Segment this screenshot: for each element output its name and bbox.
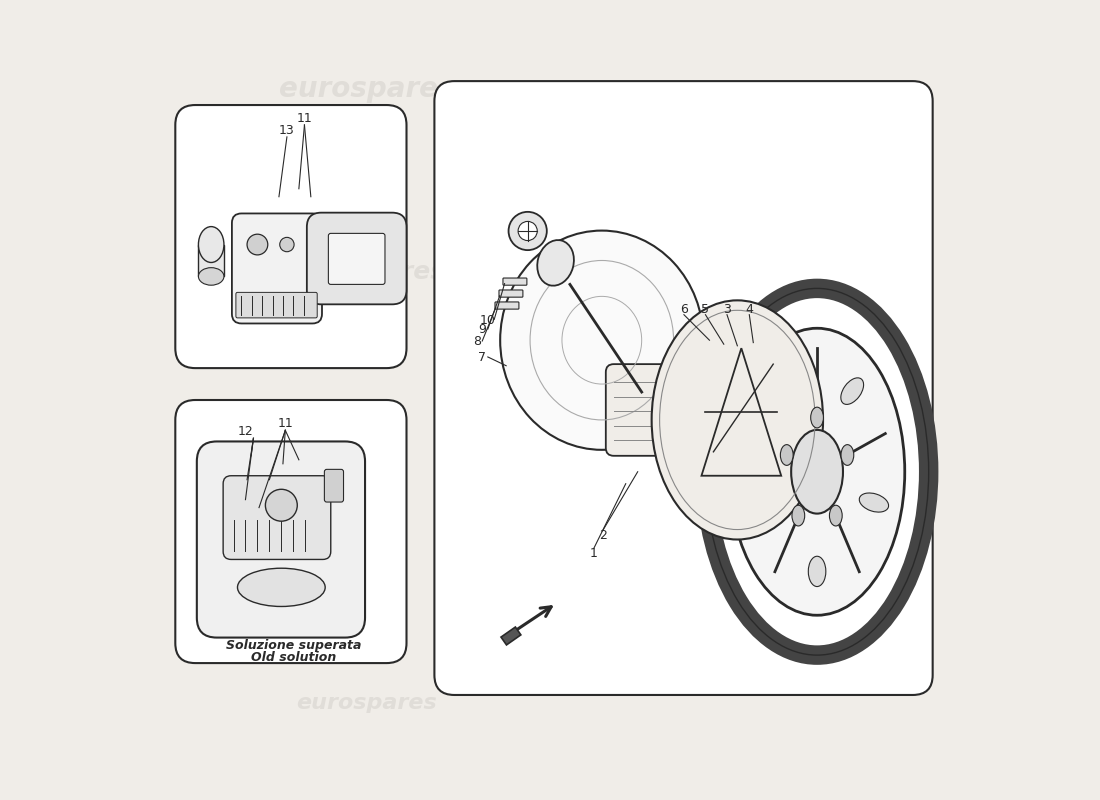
Text: 13: 13 [279,124,295,137]
Ellipse shape [829,506,843,526]
Text: 7: 7 [478,351,486,364]
Bar [500,627,521,645]
Ellipse shape [198,226,224,262]
Ellipse shape [651,300,823,539]
FancyBboxPatch shape [495,302,519,309]
Text: Soluzione superata: Soluzione superata [226,639,361,652]
FancyBboxPatch shape [307,213,407,304]
Ellipse shape [859,493,889,512]
Text: eurospares: eurospares [296,693,437,713]
FancyBboxPatch shape [235,292,317,318]
FancyBboxPatch shape [175,105,407,368]
Text: 4: 4 [746,303,754,317]
Text: 1: 1 [590,546,597,559]
FancyBboxPatch shape [434,81,933,695]
Text: 11: 11 [277,418,294,430]
Text: 3: 3 [723,303,730,317]
Ellipse shape [729,328,905,615]
FancyBboxPatch shape [606,364,690,456]
Bar [198,245,224,277]
Circle shape [508,212,547,250]
FancyBboxPatch shape [499,290,522,297]
Ellipse shape [500,230,704,450]
Circle shape [279,238,294,252]
Circle shape [265,490,297,521]
Text: eurospares: eurospares [606,75,781,103]
Text: 9: 9 [478,323,486,336]
Text: eurospares: eurospares [279,75,454,103]
Text: 10: 10 [480,314,496,326]
Ellipse shape [842,445,854,466]
Text: eurospares: eurospares [615,308,772,332]
FancyBboxPatch shape [324,470,343,502]
Text: 11: 11 [297,112,312,125]
Text: 5: 5 [702,303,710,317]
Ellipse shape [808,556,826,586]
Ellipse shape [746,493,774,512]
FancyBboxPatch shape [197,442,365,638]
Ellipse shape [780,445,793,466]
FancyBboxPatch shape [175,400,407,663]
Ellipse shape [792,506,805,526]
Ellipse shape [791,430,843,514]
Text: 8: 8 [473,335,481,348]
Ellipse shape [238,568,326,606]
Circle shape [248,234,267,255]
Text: 6: 6 [680,303,688,317]
Ellipse shape [811,407,824,428]
Ellipse shape [537,240,574,286]
FancyBboxPatch shape [503,278,527,286]
Text: Old solution: Old solution [251,651,336,664]
FancyBboxPatch shape [329,234,385,285]
FancyBboxPatch shape [232,214,322,323]
Text: 12: 12 [238,426,253,438]
Ellipse shape [770,378,793,405]
Ellipse shape [840,378,864,405]
FancyBboxPatch shape [223,476,331,559]
Text: 2: 2 [598,529,606,542]
Text: eurospares: eurospares [287,261,446,285]
Ellipse shape [198,268,224,285]
Circle shape [518,222,537,241]
